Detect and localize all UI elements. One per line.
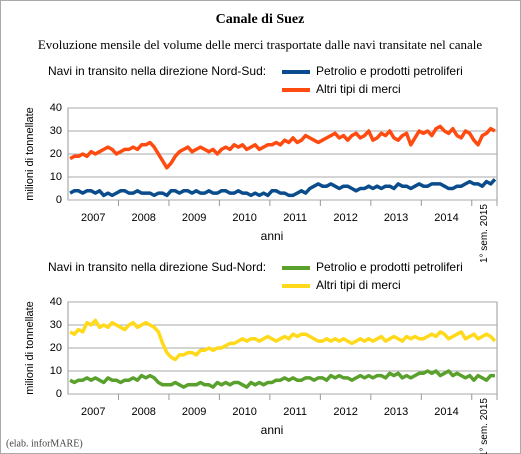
x-tick-label: 2011 <box>283 406 307 418</box>
y-tick-label: 10 <box>50 365 62 377</box>
legend-title: Navi in transito nella direzione Nord-Su… <box>48 64 266 78</box>
series-line <box>69 124 496 170</box>
y-tick-label: 0 <box>56 194 62 206</box>
y-tick-label: 40 <box>50 296 62 308</box>
x-tick-label: 2013 <box>384 212 408 224</box>
legend-label: Petrolio e prodotti petroliferi <box>316 260 463 274</box>
subtitle: Evoluzione mensile del volume delle merc… <box>38 37 483 52</box>
legend-title: Navi in transito nella direzione Sud-Nor… <box>48 260 266 274</box>
legend-label: Altri tipi di merci <box>316 278 401 292</box>
x-tick-label: 2010 <box>232 212 256 224</box>
x-axis-label: anni <box>261 423 284 437</box>
y-tick-label: 40 <box>50 102 62 114</box>
legend-label: Petrolio e prodotti petroliferi <box>316 64 463 78</box>
series-line <box>69 178 497 198</box>
x-tick-label: 2009 <box>182 212 206 224</box>
x-tick-label: 2007 <box>81 212 105 224</box>
y-tick-label: 30 <box>50 319 62 331</box>
x-tick-label: 2009 <box>182 406 206 418</box>
y-tick-label: 0 <box>56 388 62 400</box>
legend-label: Altri tipi di merci <box>316 82 401 96</box>
x-tick-label: 2007 <box>81 406 105 418</box>
source: (elab. inforMARE) <box>6 438 83 449</box>
x-tick-label: 2010 <box>232 406 256 418</box>
y-tick-label: 20 <box>50 342 62 354</box>
x-tick-label: 2012 <box>333 212 357 224</box>
series-line <box>69 318 497 362</box>
x-tick-label: 1° sem. 2015 <box>479 204 490 263</box>
x-tick-label: 1° sem. 2015 <box>479 398 490 454</box>
x-tick-label: 2012 <box>333 406 357 418</box>
x-tick-label: 2008 <box>131 212 155 224</box>
y-axis-label: milioni di tonnellate <box>24 107 36 201</box>
x-tick-label: 2008 <box>131 406 155 418</box>
x-tick-label: 2013 <box>384 406 408 418</box>
title: Canale di Suez <box>216 12 305 27</box>
y-axis-label: milioni di tonnellate <box>24 301 36 395</box>
y-tick-label: 30 <box>50 125 62 137</box>
series-line <box>69 369 495 389</box>
x-tick-label: 2011 <box>283 212 307 224</box>
y-tick-label: 10 <box>50 171 62 183</box>
y-tick-label: 20 <box>50 148 62 160</box>
x-axis-label: anni <box>261 229 284 243</box>
x-tick-label: 2014 <box>434 212 458 224</box>
x-tick-label: 2014 <box>434 406 458 418</box>
